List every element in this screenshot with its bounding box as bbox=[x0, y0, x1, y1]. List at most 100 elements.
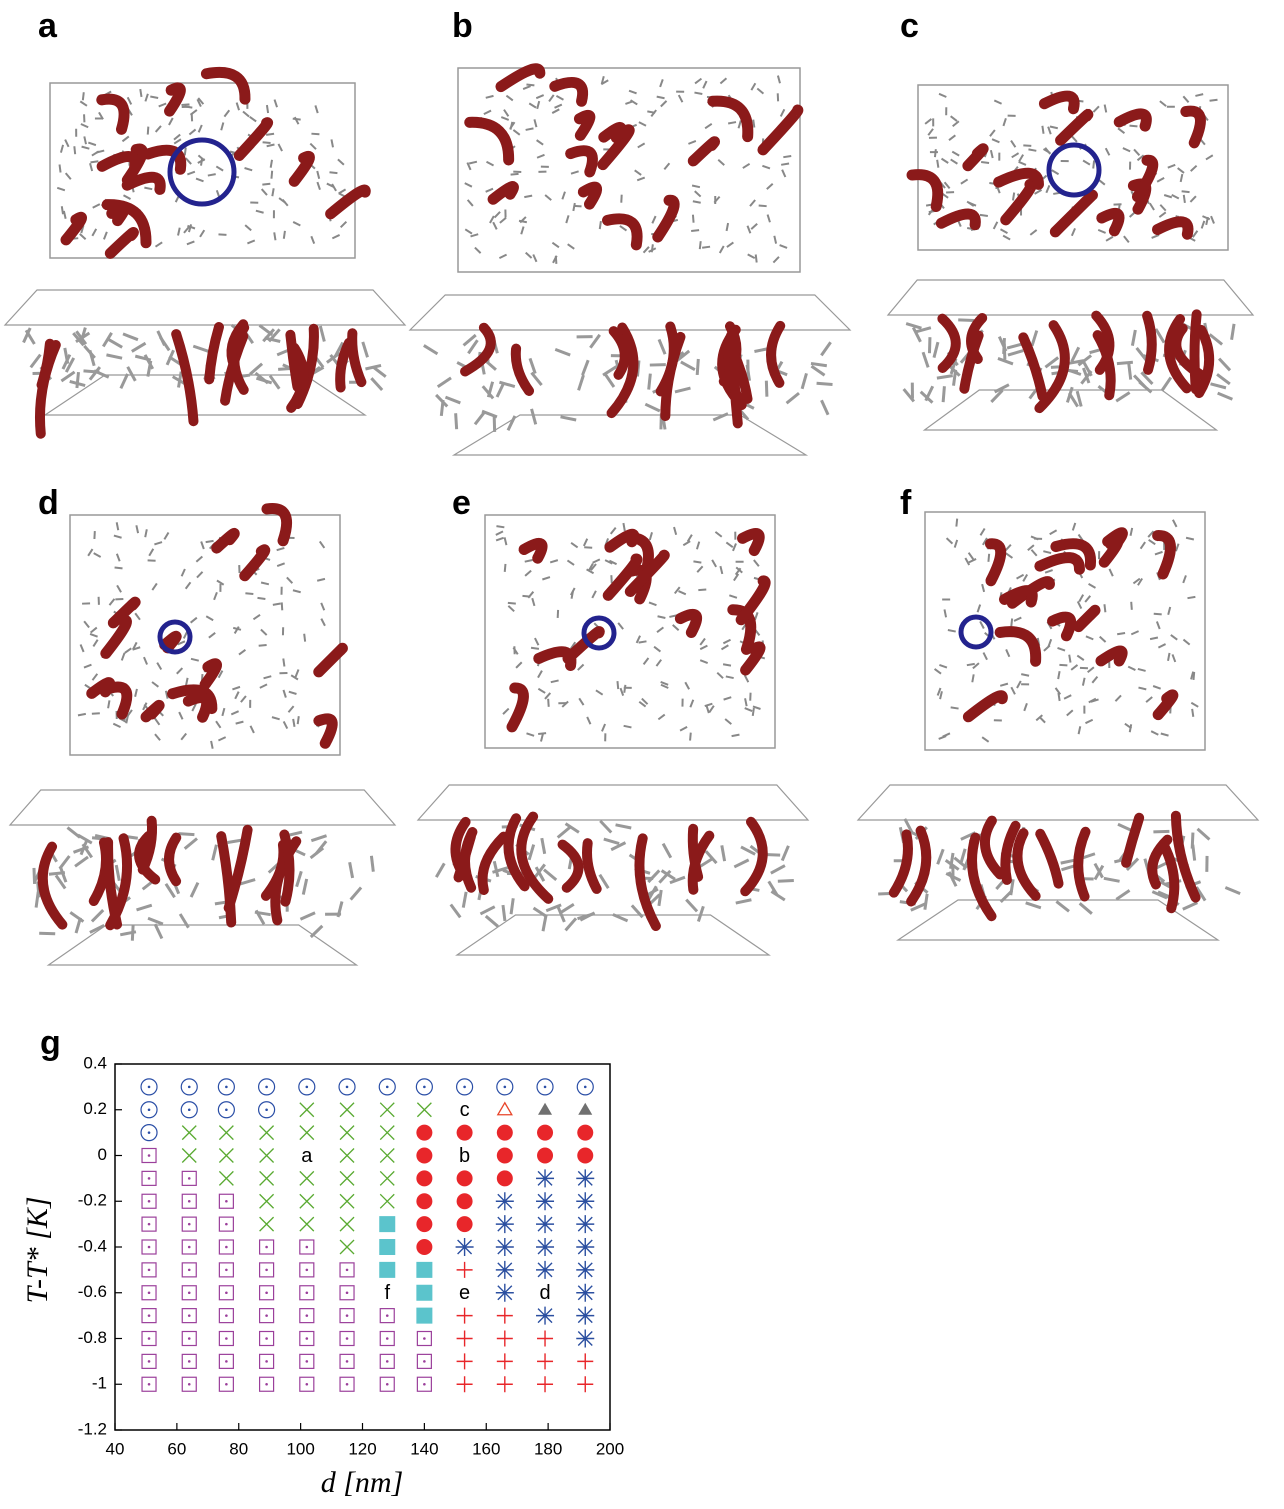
director bbox=[300, 913, 315, 919]
point bbox=[300, 1103, 314, 1117]
x-tick-label: 140 bbox=[410, 1439, 438, 1458]
defect-line bbox=[209, 327, 219, 379]
director bbox=[1059, 665, 1067, 666]
director bbox=[566, 918, 576, 930]
cross bbox=[340, 1126, 354, 1140]
director bbox=[698, 590, 706, 591]
director bbox=[698, 906, 703, 921]
director bbox=[1056, 901, 1069, 911]
dot bbox=[188, 1086, 191, 1089]
dot bbox=[188, 1314, 191, 1317]
director bbox=[106, 355, 122, 358]
point bbox=[380, 1194, 394, 1208]
director bbox=[529, 845, 534, 860]
disc bbox=[577, 1125, 593, 1141]
point bbox=[340, 1377, 354, 1391]
director bbox=[1218, 393, 1233, 399]
director bbox=[304, 634, 305, 642]
director bbox=[155, 924, 162, 938]
cross bbox=[260, 1217, 274, 1231]
point bbox=[219, 1332, 233, 1346]
asterisk bbox=[576, 1307, 594, 1325]
disc bbox=[457, 1170, 473, 1186]
point bbox=[417, 1332, 431, 1346]
dot bbox=[188, 1269, 191, 1272]
point bbox=[142, 1286, 156, 1300]
point bbox=[142, 1149, 156, 1163]
director bbox=[363, 342, 368, 357]
point bbox=[416, 1079, 432, 1095]
point bbox=[260, 1332, 274, 1346]
director bbox=[1008, 351, 1023, 356]
director bbox=[1058, 671, 1059, 679]
point bbox=[498, 1103, 512, 1115]
point bbox=[537, 1148, 553, 1164]
dot bbox=[188, 1200, 191, 1203]
director bbox=[693, 561, 701, 562]
cross bbox=[260, 1126, 274, 1140]
y-tick-label: -0.4 bbox=[78, 1236, 107, 1255]
point bbox=[219, 1194, 233, 1208]
director bbox=[1134, 375, 1145, 387]
director bbox=[943, 386, 944, 402]
point bbox=[182, 1286, 196, 1300]
point bbox=[416, 1125, 432, 1141]
director bbox=[475, 412, 485, 425]
point bbox=[260, 1263, 274, 1277]
defect-line bbox=[604, 127, 621, 137]
director bbox=[166, 884, 175, 897]
point bbox=[142, 1309, 156, 1323]
dot bbox=[306, 1269, 309, 1272]
plus bbox=[577, 1376, 593, 1392]
y-axis-label: T-T* [K] bbox=[21, 1197, 54, 1304]
director bbox=[1023, 145, 1031, 146]
director bbox=[583, 360, 589, 375]
point bbox=[537, 1079, 553, 1095]
director bbox=[623, 523, 624, 531]
point bbox=[416, 1308, 432, 1324]
point bbox=[380, 1354, 394, 1368]
dot bbox=[306, 1086, 309, 1089]
asterisk bbox=[576, 1169, 594, 1187]
point bbox=[537, 1125, 553, 1141]
dot bbox=[346, 1314, 349, 1317]
director bbox=[274, 232, 275, 240]
cross bbox=[219, 1171, 233, 1185]
dot bbox=[346, 1360, 349, 1363]
director bbox=[1058, 693, 1059, 701]
point bbox=[142, 1217, 156, 1231]
cross bbox=[380, 1103, 394, 1117]
director bbox=[1080, 903, 1092, 913]
asterisk bbox=[496, 1192, 514, 1210]
dot bbox=[265, 1086, 268, 1089]
rendering bbox=[888, 85, 1253, 430]
dot bbox=[346, 1291, 349, 1294]
director bbox=[108, 339, 122, 347]
cross bbox=[340, 1194, 354, 1208]
top-plane bbox=[858, 785, 1258, 820]
point bbox=[141, 1125, 157, 1141]
director bbox=[259, 325, 272, 335]
point bbox=[340, 1286, 354, 1300]
director bbox=[1072, 347, 1079, 361]
director bbox=[115, 568, 123, 569]
panel-label: e bbox=[452, 484, 471, 522]
director bbox=[531, 648, 539, 649]
director bbox=[148, 918, 163, 924]
point bbox=[300, 1377, 314, 1391]
director bbox=[972, 674, 973, 682]
y-tick-label: 0 bbox=[98, 1145, 107, 1164]
point bbox=[300, 1354, 314, 1368]
dot bbox=[188, 1337, 191, 1340]
panel-label: f bbox=[900, 484, 912, 522]
point bbox=[340, 1194, 354, 1208]
point bbox=[141, 1102, 157, 1118]
cross bbox=[300, 1194, 314, 1208]
point bbox=[496, 1238, 514, 1256]
point bbox=[219, 1126, 233, 1140]
dot bbox=[225, 1383, 228, 1386]
point bbox=[260, 1194, 274, 1208]
disc bbox=[497, 1125, 513, 1141]
dot bbox=[225, 1086, 228, 1089]
annotation: c bbox=[460, 1099, 470, 1121]
